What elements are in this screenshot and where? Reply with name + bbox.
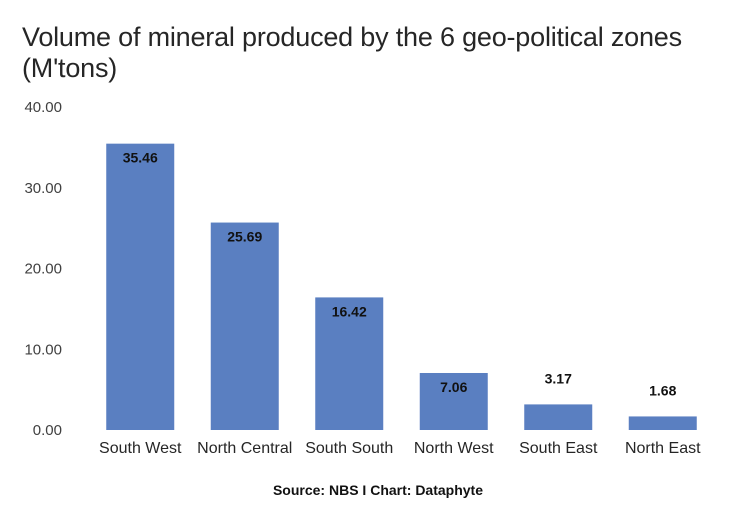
data-label: 7.06: [440, 379, 467, 395]
bar: [628, 416, 697, 430]
data-labels: 35.46 25.69 16.42 7.06 3.17 1.68: [123, 150, 677, 399]
y-tick-label: 0.00: [33, 422, 62, 439]
x-axis-categories: South West North Central South South North …: [99, 440, 701, 457]
x-category-label: South South: [305, 440, 393, 457]
data-label: 16.42: [332, 303, 367, 319]
bar: [419, 372, 488, 430]
y-axis-ticks: 0.00 10.00 20.00 30.00 40.00: [24, 99, 62, 439]
chart-title: Volume of mineral produced by the 6 geo-…: [22, 22, 682, 83]
x-category-label: North East: [625, 440, 701, 457]
x-category-label: North Central: [197, 440, 292, 457]
data-label: 25.69: [227, 229, 262, 245]
bar: [524, 404, 593, 430]
x-category-label: South East: [519, 440, 598, 457]
y-tick-label: 20.00: [24, 261, 62, 278]
y-tick-label: 10.00: [24, 341, 62, 358]
source-note: Source: NBS I Chart: Dataphyte: [272, 482, 484, 498]
bars: [106, 143, 697, 430]
x-category-label: North West: [414, 440, 494, 457]
data-label: 3.17: [545, 370, 572, 386]
bar: [210, 222, 279, 430]
data-label: 35.46: [123, 150, 158, 166]
y-tick-label: 40.00: [24, 99, 62, 116]
y-tick-label: 30.00: [24, 180, 62, 197]
data-label: 1.68: [649, 382, 676, 398]
bar: [106, 143, 175, 430]
bar: [315, 297, 384, 430]
x-category-label: South West: [99, 440, 182, 457]
